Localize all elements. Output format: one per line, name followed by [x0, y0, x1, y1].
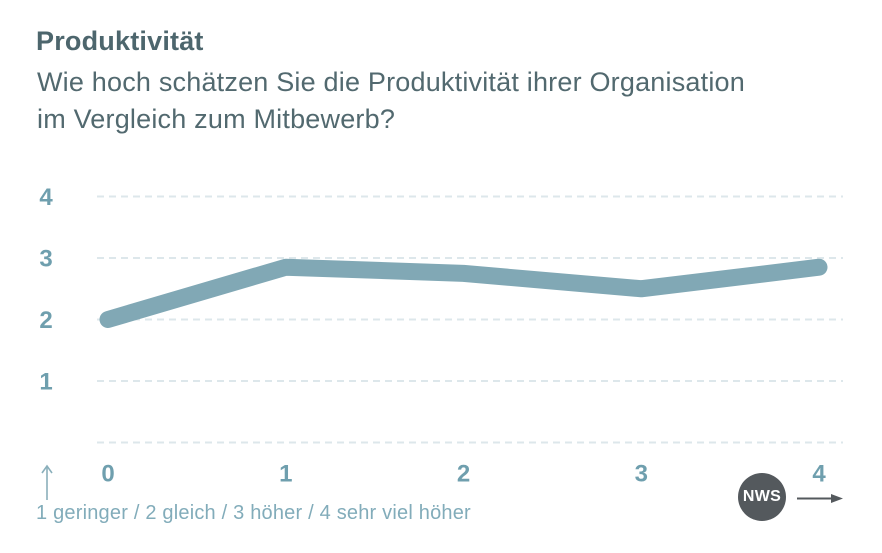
x-tick-label: 1	[279, 461, 292, 488]
scale-up-arrow-icon	[41, 464, 53, 500]
timeline-right-arrow-icon	[797, 494, 843, 503]
x-tick-label: 4	[812, 461, 826, 488]
y-tick-label: 2	[39, 307, 52, 334]
y-tick-label: 3	[39, 246, 52, 273]
page-title: Produktivität	[36, 26, 204, 56]
y-tick-label: 4	[39, 184, 53, 211]
x-tick-label: 3	[635, 461, 648, 488]
scale-legend: 1 geringer / 2 gleich / 3 höher / 4 sehr…	[36, 502, 471, 524]
y-tick-label: 1	[39, 369, 52, 396]
page-subtitle: Wie hoch schätzen Sie die Produktivität …	[37, 64, 745, 138]
nws-logo: NWS	[738, 473, 786, 521]
subtitle-line-2: im Vergleich zum Mitbewerb?	[37, 104, 396, 134]
x-tick-label: 2	[457, 461, 470, 488]
nws-logo-text: NWS	[742, 488, 782, 505]
data-line	[99, 258, 828, 328]
subtitle-line-1: Wie hoch schätzen Sie die Produktivität …	[37, 67, 745, 97]
x-tick-label: 0	[101, 461, 114, 488]
